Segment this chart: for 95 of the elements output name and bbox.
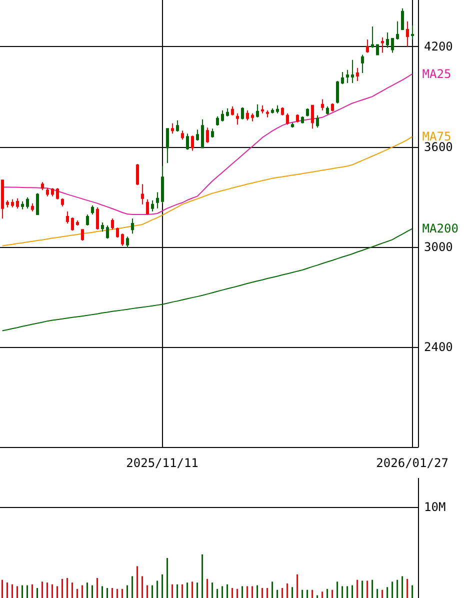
line-series bbox=[2, 73, 413, 215]
line-series bbox=[2, 228, 413, 332]
candlestick bbox=[246, 110, 249, 121]
candlestick bbox=[261, 104, 264, 114]
candlestick bbox=[346, 69, 349, 84]
candlestick bbox=[86, 214, 89, 226]
candlestick bbox=[31, 202, 34, 212]
candlestick bbox=[156, 192, 159, 209]
candlestick bbox=[216, 116, 219, 126]
candlestick bbox=[296, 114, 299, 123]
candlestick bbox=[316, 114, 319, 128]
candlestick bbox=[101, 222, 104, 232]
line-series bbox=[2, 136, 413, 246]
candlestick bbox=[106, 225, 109, 240]
y-tick-label: 3000 bbox=[424, 240, 453, 254]
candlestick bbox=[146, 198, 149, 215]
candlestick bbox=[386, 32, 389, 48]
candlestick bbox=[81, 229, 84, 242]
candlestick bbox=[221, 110, 224, 122]
candlestick bbox=[111, 218, 114, 230]
candlestick bbox=[376, 44, 379, 56]
candlestick bbox=[321, 98, 324, 111]
candlestick bbox=[306, 108, 309, 117]
series-label: MA200 bbox=[422, 222, 458, 236]
candlestick bbox=[66, 210, 69, 224]
candlestick bbox=[96, 206, 99, 230]
candlestick bbox=[211, 128, 214, 138]
candlestick bbox=[126, 236, 129, 248]
candlestick bbox=[176, 120, 179, 132]
candlestick bbox=[26, 196, 29, 209]
candlestick bbox=[411, 25, 414, 40]
y-tick-label: 2400 bbox=[424, 340, 453, 354]
candlestick bbox=[171, 122, 174, 134]
candlestick bbox=[256, 104, 259, 118]
candlestick bbox=[186, 133, 189, 150]
candlestick bbox=[281, 106, 284, 116]
candlestick bbox=[61, 198, 64, 207]
candlestick bbox=[191, 135, 194, 152]
candlestick bbox=[201, 118, 204, 148]
candlestick bbox=[241, 106, 244, 120]
candlestick bbox=[91, 204, 94, 215]
candlestick bbox=[406, 20, 409, 48]
candlestick bbox=[1, 180, 4, 219]
candlestick bbox=[311, 104, 314, 130]
candlestick bbox=[286, 112, 289, 126]
candlestick bbox=[251, 112, 254, 122]
candlestick bbox=[381, 37, 384, 54]
candlestick bbox=[141, 184, 144, 205]
x-tick-label: 2025/11/11 bbox=[126, 456, 198, 470]
candlestick bbox=[16, 198, 19, 209]
candlestick bbox=[6, 200, 9, 208]
candlestick bbox=[336, 80, 339, 104]
candlestick bbox=[181, 130, 184, 140]
x-tick-label: 2026/01/27 bbox=[376, 456, 448, 470]
candlestick bbox=[21, 200, 24, 210]
candlestick bbox=[371, 26, 374, 48]
candlestick bbox=[266, 110, 269, 118]
candlestick bbox=[131, 218, 134, 234]
candlestick bbox=[366, 39, 369, 54]
candlestick bbox=[276, 104, 279, 114]
series-label: MA25 bbox=[422, 66, 452, 81]
candlestick bbox=[46, 188, 49, 197]
candlestick bbox=[11, 198, 14, 208]
candlestick bbox=[396, 20, 399, 40]
candlestick bbox=[121, 233, 124, 246]
candlestick bbox=[36, 192, 39, 215]
candlestick bbox=[401, 8, 404, 30]
candlestick bbox=[51, 188, 54, 197]
candlestick bbox=[76, 220, 79, 226]
y-tick-label: 10M bbox=[424, 500, 446, 514]
y-tick-label: 3600 bbox=[424, 140, 453, 154]
candlestick bbox=[326, 106, 329, 115]
candlestick bbox=[231, 106, 234, 116]
candlestick bbox=[351, 59, 354, 84]
candlestick bbox=[166, 128, 169, 164]
candlestick bbox=[341, 72, 344, 85]
candlestick bbox=[391, 38, 394, 54]
candlestick bbox=[361, 54, 364, 74]
candlestick bbox=[136, 163, 139, 186]
candlestick bbox=[331, 102, 334, 112]
candlestick bbox=[161, 165, 164, 204]
candlestick bbox=[151, 200, 154, 212]
candlestick bbox=[56, 188, 59, 200]
candlestick bbox=[226, 108, 229, 117]
candlestick bbox=[271, 108, 274, 114]
candlestick bbox=[196, 129, 199, 142]
candlestick bbox=[116, 227, 119, 238]
candlestick bbox=[291, 122, 294, 128]
candlestick bbox=[71, 216, 74, 232]
y-tick-label: 4200 bbox=[424, 40, 453, 54]
candlestick bbox=[206, 127, 209, 144]
candlestick bbox=[236, 112, 239, 126]
candlestick bbox=[356, 67, 359, 82]
candlestick bbox=[301, 116, 304, 124]
candlestick bbox=[41, 182, 44, 191]
